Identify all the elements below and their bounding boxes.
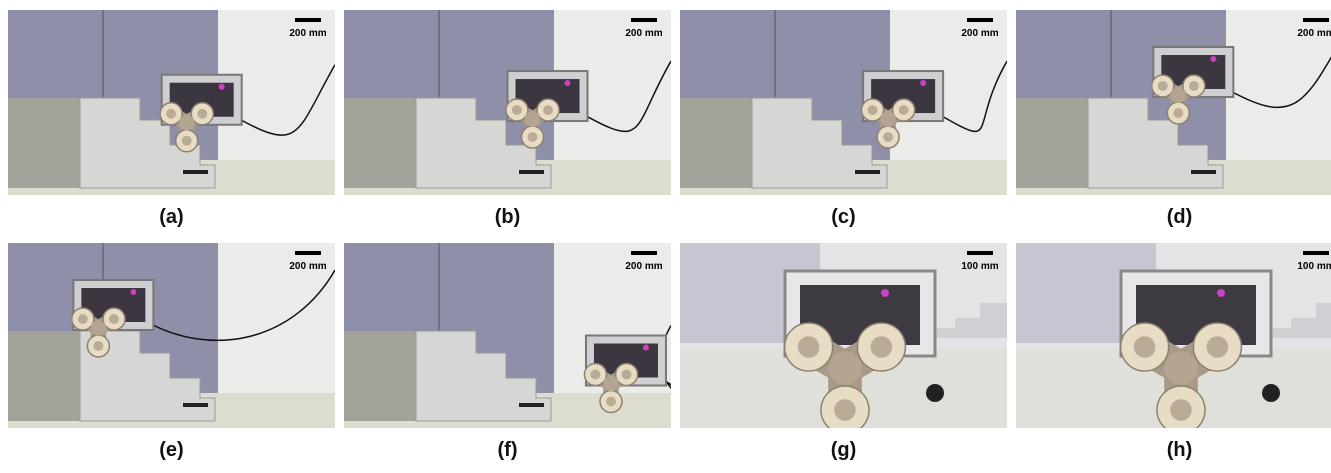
- panel: 200 mm (f): [344, 243, 671, 473]
- panel: 200 mm (a): [8, 10, 335, 240]
- scale-label: 200 mm: [289, 28, 326, 39]
- metal-box: [8, 331, 83, 421]
- metal-box: [8, 98, 83, 188]
- panel: 200 mm (b): [344, 10, 671, 240]
- wheel-hub: [871, 336, 893, 358]
- wheel-center: [91, 320, 106, 335]
- scale-label: 100 mm: [961, 261, 998, 272]
- panel-label: (g): [680, 439, 1007, 462]
- wheel-center: [179, 115, 194, 130]
- scale-label: 200 mm: [625, 28, 662, 39]
- wheel-hub: [512, 105, 522, 115]
- wheel-hub: [606, 397, 616, 407]
- panel: 200 mm (e): [8, 243, 335, 473]
- wheel-center: [828, 351, 862, 385]
- handle: [183, 170, 208, 174]
- panel: 100 mm (h): [1016, 243, 1331, 473]
- handle: [1191, 170, 1216, 174]
- scale-label: 200 mm: [625, 261, 662, 272]
- wheel-center: [1164, 351, 1198, 385]
- scale-label: 200 mm: [289, 261, 326, 272]
- caster: [1262, 384, 1280, 402]
- panel-label: (a): [8, 206, 335, 229]
- wheel-hub: [1207, 336, 1229, 358]
- wheel-hub: [883, 132, 893, 142]
- cable-tie: [130, 289, 136, 295]
- panel-label: (f): [344, 439, 671, 462]
- wheel-hub: [1189, 81, 1199, 91]
- metal-box: [1016, 98, 1091, 188]
- cable-tie: [1210, 56, 1216, 62]
- cable-tie: [565, 80, 571, 86]
- wheel-hub: [1170, 399, 1192, 421]
- handle: [519, 170, 544, 174]
- scale-label: 200 mm: [1297, 28, 1331, 39]
- panel-label: (b): [344, 206, 671, 229]
- wheel-hub: [543, 105, 553, 115]
- panel-label: (e): [8, 439, 335, 462]
- handle: [519, 403, 544, 407]
- scale-label: 100 mm: [1297, 261, 1331, 272]
- wheel-hub: [166, 109, 176, 119]
- photo: 200 mm: [1016, 10, 1331, 195]
- metal-box: [344, 331, 419, 421]
- wheel-hub: [590, 370, 600, 380]
- wheel-hub: [622, 370, 632, 380]
- photo: 200 mm: [344, 10, 671, 195]
- wheel-hub: [899, 105, 909, 115]
- scale-bar: [967, 251, 993, 255]
- cable-tie: [1217, 289, 1225, 297]
- wheel-hub: [1173, 108, 1183, 118]
- wheel-hub: [78, 314, 88, 324]
- wheel-hub: [868, 105, 878, 115]
- panel-label: (d): [1016, 206, 1331, 229]
- photo: 200 mm: [8, 243, 335, 428]
- photo: 200 mm: [344, 243, 671, 428]
- wheel-center: [1171, 87, 1186, 102]
- wheel-hub: [109, 314, 119, 324]
- wheel-center: [525, 111, 540, 126]
- scale-bar: [295, 251, 321, 255]
- caster: [926, 384, 944, 402]
- wheel-hub: [798, 336, 820, 358]
- cable-tie: [881, 289, 889, 297]
- scale-bar: [631, 251, 657, 255]
- panel: 200 mm (d): [1016, 10, 1331, 240]
- panel: 100 mm (g): [680, 243, 1007, 473]
- cable-tie: [920, 80, 926, 86]
- cable-tie: [643, 345, 649, 351]
- wheel-hub: [93, 341, 103, 351]
- wheel-hub: [182, 136, 192, 146]
- wheel-hub: [528, 132, 538, 142]
- scale-bar: [295, 18, 321, 22]
- scale-label: 200 mm: [961, 28, 998, 39]
- wheel-hub: [834, 399, 856, 421]
- cable-tie: [219, 84, 225, 90]
- wheel-center: [603, 376, 618, 391]
- scale-bar: [1303, 251, 1329, 255]
- wheel-center: [880, 111, 895, 126]
- photo: 100 mm: [1016, 243, 1331, 428]
- wheel-hub: [1134, 336, 1156, 358]
- metal-box: [344, 98, 419, 188]
- scale-bar: [1303, 18, 1329, 22]
- scale-bar: [631, 18, 657, 22]
- panel-label: (h): [1016, 439, 1331, 462]
- metal-box: [680, 98, 755, 188]
- photo: 200 mm: [680, 10, 1007, 195]
- panel: 200 mm (c): [680, 10, 1007, 240]
- photo: 100 mm: [680, 243, 1007, 428]
- wheel-hub: [197, 109, 207, 119]
- scale-bar: [967, 18, 993, 22]
- wheel-hub: [1158, 81, 1168, 91]
- panel-label: (c): [680, 206, 1007, 229]
- photo: 200 mm: [8, 10, 335, 195]
- handle: [855, 170, 880, 174]
- figure: 200 mm(a)200 mm(b)200 mm(c)200 mm(d)200 …: [0, 0, 1331, 466]
- handle: [183, 403, 208, 407]
